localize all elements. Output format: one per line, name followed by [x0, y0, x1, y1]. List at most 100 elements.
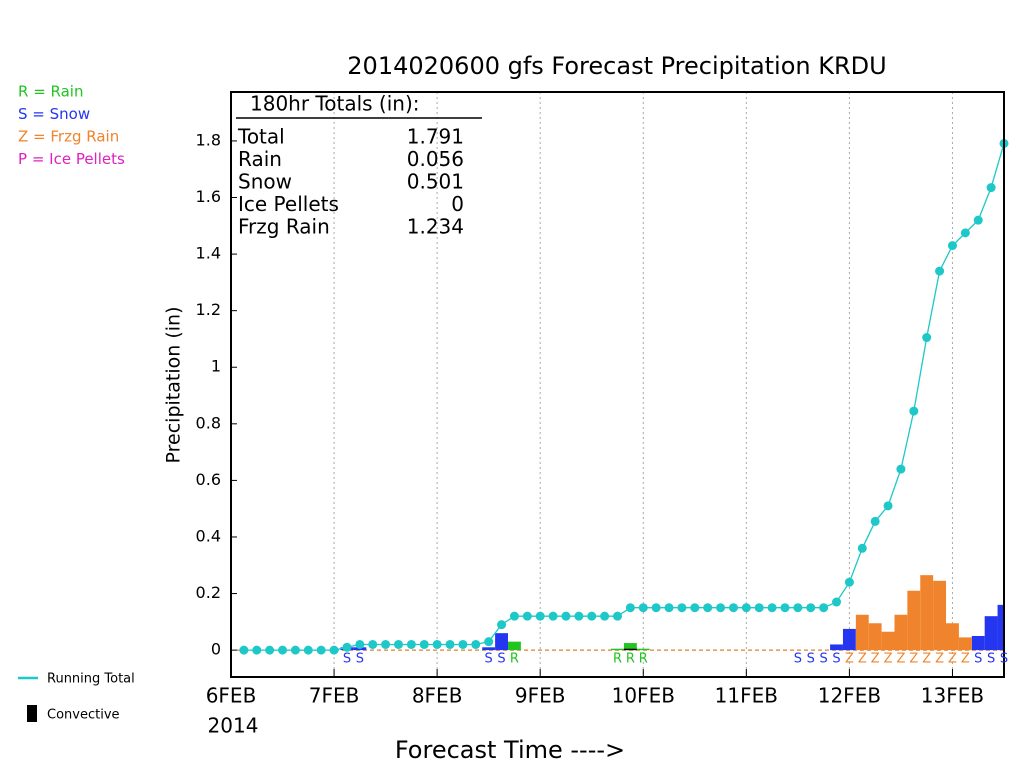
series-group: [243, 143, 1004, 651]
point: [909, 406, 919, 416]
point: [819, 603, 829, 613]
point: [342, 642, 352, 652]
bar: [971, 635, 985, 651]
point: [290, 645, 300, 655]
point: [535, 611, 545, 621]
point: [613, 611, 622, 621]
type-code: S: [497, 652, 505, 667]
y-tick-label: 0.4: [196, 526, 221, 545]
type-code: S: [807, 652, 815, 667]
point: [419, 639, 429, 649]
bar: [842, 628, 856, 651]
point: [780, 603, 790, 613]
type-code: Z: [871, 652, 880, 667]
point: [947, 241, 957, 251]
point: [793, 603, 803, 613]
point: [303, 645, 313, 655]
point: [600, 611, 610, 621]
point: [664, 603, 674, 613]
x-tick-label: 8FEB: [412, 684, 463, 708]
bar: [830, 644, 843, 651]
point: [677, 603, 687, 613]
bar: [933, 580, 947, 651]
totals-label: Snow: [238, 170, 292, 194]
bar: [997, 604, 1004, 651]
point: [381, 639, 391, 649]
point: [767, 603, 777, 613]
type-code: Z: [935, 652, 944, 667]
type-code: S: [485, 652, 493, 667]
plot-area: [237, 92, 1009, 677]
point: [471, 639, 481, 649]
point: [716, 603, 726, 613]
x-axis-label: Forecast Time ---->: [395, 736, 625, 764]
point: [857, 543, 867, 553]
bar: [881, 631, 895, 651]
point: [393, 639, 403, 649]
bar: [636, 648, 650, 651]
point: [651, 603, 661, 613]
type-code: Z: [884, 652, 893, 667]
point: [368, 639, 378, 649]
bar: [868, 623, 882, 651]
legend-label: Z = Frzg Rain: [18, 128, 119, 146]
point: [844, 577, 854, 587]
totals-label: Frzg Rain: [238, 215, 330, 239]
type-code: Z: [858, 652, 867, 667]
y-tick-label: 0: [211, 640, 221, 659]
type-code: Z: [948, 652, 957, 667]
y-tick-label: 1.2: [196, 300, 221, 319]
x-tick-label: 9FEB: [515, 684, 566, 708]
chart-title: 2014020600 gfs Forecast Precipitation KR…: [347, 52, 886, 80]
x-tick-label: 7FEB: [309, 684, 360, 708]
point: [458, 639, 468, 649]
y-tick-label: 1.4: [196, 244, 221, 263]
point: [548, 611, 558, 621]
x-tick-label: 6FEB: [206, 684, 257, 708]
point: [728, 603, 738, 613]
point: [986, 183, 996, 193]
bar: [946, 623, 959, 651]
point: [587, 611, 597, 621]
point: [484, 637, 494, 647]
point: [406, 639, 416, 649]
totals-value: 0.056: [407, 147, 464, 171]
point: [690, 603, 700, 613]
point: [239, 645, 249, 655]
x-tick-label: 11FEB: [715, 684, 778, 708]
point: [265, 645, 275, 655]
bar: [482, 647, 496, 651]
type-code: Z: [896, 652, 905, 667]
totals-label: Total: [237, 125, 285, 149]
totals-label: Rain: [238, 147, 282, 171]
y-tick-label: 1.8: [196, 130, 221, 149]
point: [973, 215, 983, 225]
type-code: S: [987, 652, 995, 667]
point: [870, 516, 880, 526]
point: [278, 645, 288, 655]
point: [509, 611, 519, 621]
point: [935, 266, 945, 276]
type-code: Z: [909, 652, 918, 667]
type-code: S: [343, 652, 351, 667]
bar: [623, 643, 637, 651]
type-code: S: [974, 652, 982, 667]
point: [445, 639, 455, 649]
totals-title: 180hr Totals (in):: [250, 92, 420, 116]
totals-value: 0.501: [407, 170, 464, 194]
type-code: Z: [961, 652, 970, 667]
bar: [495, 633, 508, 651]
point: [497, 620, 507, 630]
x-tick-label: 12FEB: [818, 684, 881, 708]
type-code: S: [356, 652, 364, 667]
totals-value: 1.791: [407, 125, 464, 149]
type-code: S: [832, 652, 840, 667]
type-code: Z: [922, 652, 931, 667]
point: [252, 645, 262, 655]
bar: [855, 614, 869, 651]
point: [561, 611, 571, 621]
legend-swatch: [27, 705, 37, 722]
type-code: Z: [845, 652, 854, 667]
y-tick-label: 1: [211, 357, 221, 376]
point: [638, 603, 648, 613]
